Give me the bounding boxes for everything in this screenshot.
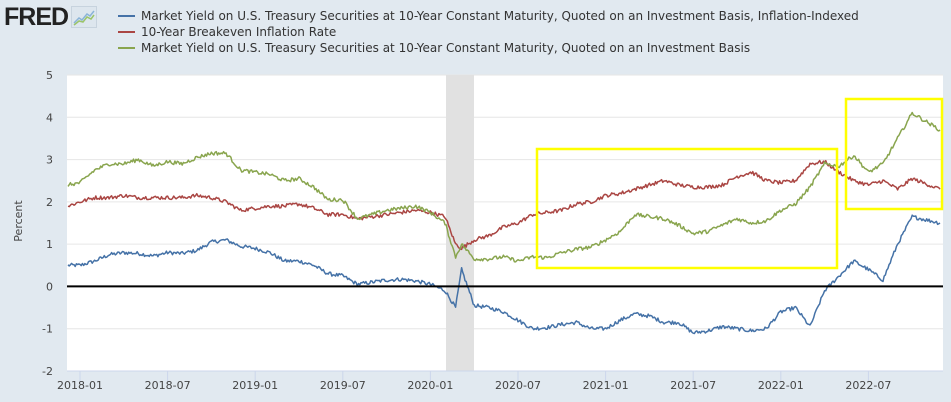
y-axis-ticks: -2 -1 0 1 2 3 4 5 (42, 69, 53, 378)
legend-item[interactable]: 10-Year Breakeven Inflation Rate (118, 24, 859, 40)
series-lines (67, 111, 943, 335)
chart-legend: Market Yield on U.S. Treasury Securities… (118, 8, 859, 56)
x-tick-label: 2021-07 (670, 379, 716, 392)
gridlines (67, 74, 943, 330)
y-axis-label: Percent (12, 200, 25, 242)
x-tick-label: 2018-01 (57, 379, 103, 392)
recession-shading (446, 75, 474, 371)
y-tick-label: 2 (46, 196, 53, 209)
legend-item[interactable]: Market Yield on U.S. Treasury Securities… (118, 40, 859, 56)
recession-band (446, 75, 474, 371)
x-tick-label: 2020-01 (407, 379, 453, 392)
legend-item[interactable]: Market Yield on U.S. Treasury Securities… (118, 8, 859, 24)
legend-label: Market Yield on U.S. Treasury Securities… (141, 9, 859, 23)
legend-swatch (118, 31, 135, 33)
y-tick-label: 5 (46, 69, 53, 82)
series-line (67, 111, 941, 263)
x-tick-label: 2019-07 (320, 379, 366, 392)
x-tick-label: 2019-01 (232, 379, 278, 392)
fred-logo[interactable]: FRED (4, 3, 98, 31)
x-tick-label: 2022-07 (845, 379, 891, 392)
legend-swatch (118, 15, 135, 17)
y-tick-label: 4 (46, 111, 53, 124)
highlight-boxes (535, 97, 944, 270)
x-axis-ticks: 2018-01 2018-07 2019-01 2019-07 2020-01 2020-… (57, 370, 943, 392)
y-tick-label: 0 (46, 280, 53, 293)
legend-label: Market Yield on U.S. Treasury Securities… (141, 41, 751, 55)
plot-area (67, 75, 943, 371)
x-tick-label: 2022-01 (758, 379, 804, 392)
line-chart-icon (71, 6, 98, 28)
fred-logo-text: FRED (4, 3, 69, 31)
series-line (67, 159, 941, 251)
y-tick-label: -2 (42, 365, 53, 378)
x-tick-label: 2020-07 (495, 379, 541, 392)
highlight-box (535, 147, 839, 270)
x-tick-label: 2021-01 (583, 379, 629, 392)
x-tick-label: 2018-07 (145, 379, 191, 392)
y-tick-label: 3 (46, 154, 53, 167)
y-tick-label: -1 (42, 323, 53, 336)
series-line (67, 214, 941, 335)
highlight-box (844, 97, 944, 211)
y-tick-label: 1 (46, 238, 53, 251)
legend-swatch (118, 47, 135, 49)
legend-label: 10-Year Breakeven Inflation Rate (141, 25, 337, 39)
